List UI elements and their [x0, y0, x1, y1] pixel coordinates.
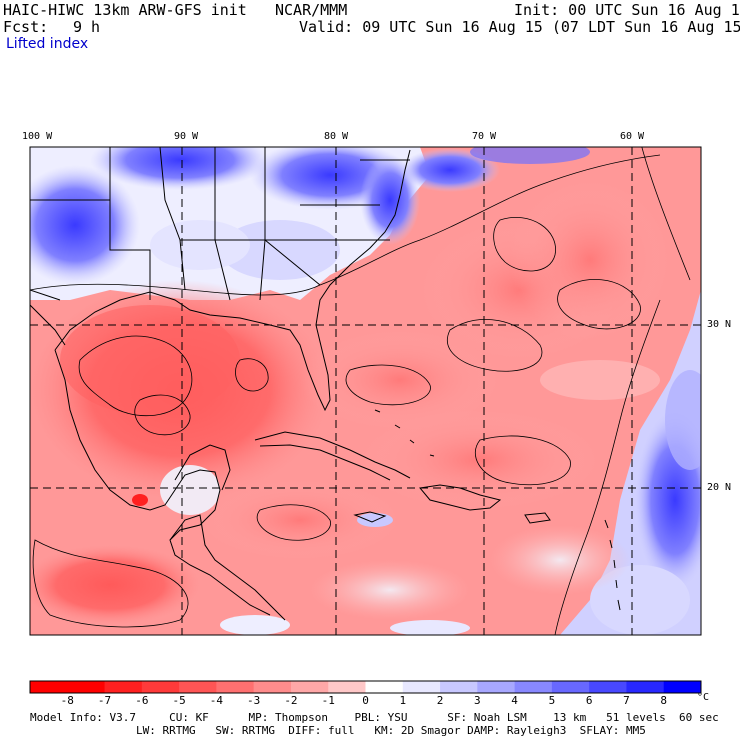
colorbar-bin: [328, 681, 366, 693]
lon-label-100w: 100 W: [22, 131, 53, 142]
colorbar-tick-label: -3: [247, 694, 261, 707]
init-time: Init: 00 UTC Sun 16 Aug 15: [514, 1, 740, 19]
colorbar-bin: [141, 681, 180, 693]
map-frame: [29, 146, 702, 636]
model-info-line-1: Model Info: V3.7 CU: KF MP: Thompson PBL…: [30, 711, 719, 724]
colorbar-tick-label: 2: [436, 694, 444, 707]
colorbar-bin: [514, 681, 553, 693]
colorbar-bin: [589, 681, 627, 693]
lon-label-60w: 60 W: [620, 131, 645, 142]
colorbar-bin: [365, 681, 404, 693]
colorbar-tick-label: -8: [60, 694, 74, 707]
colorbar-unit: °C: [696, 692, 710, 703]
colorbar-tick-label: -1: [321, 694, 335, 707]
model-title: HAIC-HIWC 13km ARW-GFS init: [3, 1, 247, 19]
colorbar-tick-label: 7: [623, 694, 630, 707]
colorbar-bin: [67, 681, 106, 693]
org-label: NCAR/MMM: [275, 1, 348, 19]
contour-lines: [30, 147, 691, 635]
colorbar-bin: [402, 681, 441, 693]
forecast-hour: 9 h: [73, 18, 101, 36]
colorbar-bin: [30, 681, 68, 693]
lat-label-20n: 20 N: [707, 482, 732, 493]
colorbar-tick-label: -6: [135, 694, 149, 707]
colorbar-tick-label: -4: [209, 694, 223, 707]
lon-label-90w: 90 W: [174, 131, 199, 142]
colorbar-tick-label: 4: [511, 694, 518, 707]
field-name: Lifted index: [6, 36, 89, 52]
model-info-line-2: LW: RRTMG SW: RRTMG DIFF: full KM: 2D Sm…: [30, 724, 646, 737]
colorbar-bin: [626, 681, 665, 693]
colorbar-bin: [253, 681, 292, 693]
colorbar-frame: [29, 680, 702, 694]
forecast-label: Fcst:: [3, 18, 49, 36]
colorbar-tick-label: 6: [585, 694, 593, 707]
colorbar-tick-label: 8: [660, 694, 668, 707]
colorbar-tick-label: 0: [362, 694, 369, 707]
colorbar-tick-label: 3: [474, 694, 481, 707]
colorbar-bin: [551, 681, 590, 693]
colorbar-tick-label: -5: [172, 694, 186, 707]
colorbar-bin: [290, 681, 329, 693]
colorbar-tick-label: 5: [548, 694, 556, 707]
li-field: [30, 147, 701, 635]
colorbar-bin: [179, 681, 217, 693]
colorbar-tick-label: -2: [284, 694, 298, 707]
colorbar-tick-label: -7: [97, 694, 112, 707]
colorbar-tick-label: 1: [399, 694, 407, 707]
latlon-grid: [30, 147, 701, 635]
colorbar-bin: [663, 681, 702, 693]
colorbar-bin: [477, 681, 516, 693]
colorbar-bin: [440, 681, 478, 693]
valid-time: Valid: 09 UTC Sun 16 Aug 15 (07 LDT Sun …: [299, 18, 740, 36]
lon-label-80w: 80 W: [324, 131, 349, 142]
colorbar-bin: [104, 681, 143, 693]
lon-label-70w: 70 W: [472, 131, 497, 142]
coastlines: [30, 147, 621, 621]
lat-label-30n: 30 N: [707, 319, 732, 330]
colorbar-bin: [216, 681, 255, 693]
colorbar: [29, 680, 702, 694]
